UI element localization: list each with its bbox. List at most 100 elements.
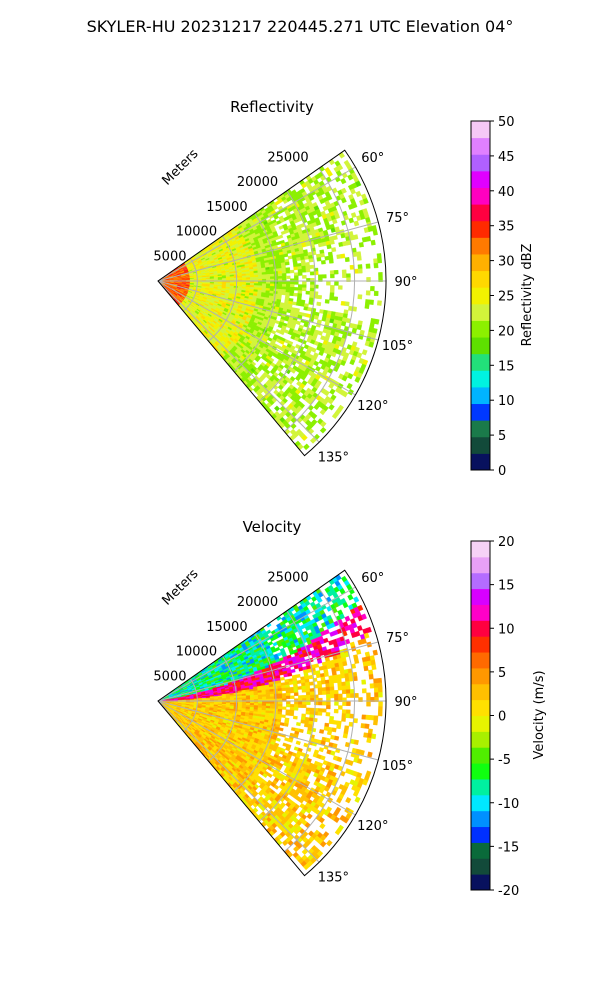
colorbar-segment bbox=[471, 403, 490, 421]
data-cell bbox=[278, 234, 284, 240]
data-cell bbox=[342, 273, 347, 279]
data-cell bbox=[229, 277, 235, 280]
data-cell bbox=[336, 254, 342, 260]
data-cell bbox=[289, 292, 295, 297]
data-cell bbox=[309, 294, 315, 299]
colorbar-segment bbox=[471, 303, 490, 321]
data-cell bbox=[269, 276, 275, 280]
data-cell bbox=[294, 275, 299, 279]
data-cell bbox=[296, 256, 302, 262]
data-cell bbox=[297, 266, 303, 270]
data-cell bbox=[357, 268, 363, 274]
data-cell bbox=[301, 287, 307, 292]
colorbar-segment bbox=[471, 370, 490, 388]
data-cell bbox=[250, 281, 255, 284]
data-cell bbox=[340, 177, 347, 185]
data-cell bbox=[241, 695, 247, 698]
data-cell bbox=[284, 261, 290, 266]
azimuth-tick-label: 135° bbox=[318, 450, 349, 465]
data-cell bbox=[295, 320, 301, 326]
colorbar-segment bbox=[471, 287, 490, 305]
data-cell bbox=[290, 281, 295, 285]
data-cell bbox=[297, 269, 303, 273]
colorbar-tick-label: 0 bbox=[498, 464, 506, 479]
data-cell bbox=[287, 255, 293, 260]
data-cell bbox=[316, 301, 322, 307]
data-cell bbox=[327, 251, 333, 257]
data-cell bbox=[249, 703, 255, 706]
data-cell bbox=[372, 229, 378, 236]
data-cell bbox=[257, 281, 263, 284]
data-cell bbox=[353, 220, 360, 227]
reflectivity-title: Reflectivity bbox=[230, 98, 314, 116]
colorbar-tick-label: 30 bbox=[498, 255, 515, 270]
data-cell bbox=[313, 315, 319, 320]
data-cell bbox=[297, 287, 303, 291]
data-cell bbox=[305, 290, 311, 295]
azimuth-tick-label: 75° bbox=[386, 211, 409, 226]
data-cell bbox=[364, 303, 370, 309]
data-cell bbox=[338, 285, 343, 290]
data-cell bbox=[302, 275, 307, 279]
data-cell bbox=[254, 281, 259, 284]
data-cell bbox=[331, 247, 337, 253]
data-cell bbox=[308, 300, 314, 305]
colorbar-segment bbox=[471, 170, 490, 188]
colorbar-tick-label: 5 bbox=[498, 429, 506, 444]
colorbar-segment bbox=[471, 453, 490, 471]
data-cell bbox=[329, 270, 335, 275]
data-cell bbox=[365, 235, 372, 242]
colorbar-segment bbox=[471, 204, 490, 222]
colorbar-tick-label: 25 bbox=[498, 290, 515, 305]
colorbar-segment bbox=[471, 121, 490, 139]
data-cell bbox=[344, 257, 350, 263]
data-cell bbox=[365, 263, 371, 269]
reflectivity-range-axis-label: Meters bbox=[160, 146, 202, 188]
colorbar-tick-label: 50 bbox=[498, 115, 515, 130]
data-cell bbox=[265, 276, 271, 280]
data-cell bbox=[289, 286, 295, 291]
data-cell bbox=[340, 253, 346, 259]
data-cell bbox=[374, 318, 380, 325]
data-cell bbox=[242, 697, 247, 700]
range-tick-label: 20000 bbox=[237, 175, 278, 190]
colorbar-tick-label: 10 bbox=[498, 394, 515, 409]
data-cell bbox=[365, 299, 370, 305]
data-cell bbox=[348, 217, 355, 224]
data-cell bbox=[369, 299, 374, 305]
data-cell bbox=[326, 281, 331, 286]
data-cell bbox=[356, 251, 362, 257]
data-cell bbox=[281, 275, 287, 279]
data-cell bbox=[309, 264, 315, 269]
data-cell bbox=[315, 365, 321, 372]
data-cell bbox=[361, 349, 368, 356]
data-cell bbox=[261, 274, 267, 278]
data-cell bbox=[320, 260, 326, 265]
data-cell bbox=[305, 268, 311, 273]
data-cell bbox=[355, 190, 362, 198]
colorbar-tick-label: 35 bbox=[498, 220, 515, 235]
data-cell bbox=[265, 271, 271, 275]
data-cell bbox=[293, 292, 299, 297]
data-cell bbox=[270, 281, 275, 285]
data-cell bbox=[261, 276, 267, 280]
data-cell bbox=[370, 286, 375, 292]
data-cell bbox=[277, 283, 283, 287]
data-cell bbox=[266, 283, 271, 287]
data-cell bbox=[241, 275, 247, 278]
data-cell bbox=[373, 258, 379, 264]
data-cell bbox=[297, 284, 303, 288]
range-tick-label: 15000 bbox=[206, 200, 247, 215]
data-cell bbox=[353, 234, 359, 240]
data-cell bbox=[329, 295, 335, 301]
data-cell bbox=[237, 697, 243, 700]
data-cell bbox=[319, 426, 327, 434]
data-cell bbox=[286, 281, 291, 285]
data-cell bbox=[289, 269, 295, 274]
data-cell bbox=[376, 253, 382, 259]
azimuth-tick-label: 90° bbox=[394, 275, 417, 290]
